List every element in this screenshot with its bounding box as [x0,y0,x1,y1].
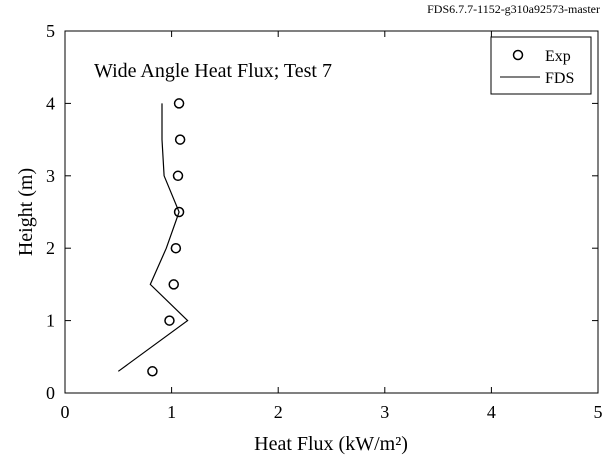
x-tick-label: 2 [274,402,283,422]
exp-data-point [175,99,184,108]
x-tick-label: 4 [487,402,496,422]
legend: Exp FDS [491,37,591,94]
legend-box [491,37,591,94]
series-layer [118,99,187,376]
x-tick-label: 0 [61,402,70,422]
y-tick-label: 4 [46,93,55,113]
exp-data-point [169,280,178,289]
exp-data-point [165,316,174,325]
y-tick-label: 1 [46,311,55,331]
y-axis-label: Height (m) [15,168,37,256]
version-label: FDS6.7.7-1152-g310a92573-master [427,2,600,16]
x-tick-label: 5 [594,402,603,422]
x-axis-label: Heat Flux (kW/m²) [254,433,408,455]
exp-data-point [176,135,185,144]
x-tick-label: 3 [380,402,389,422]
y-tick-label: 5 [46,21,55,41]
exp-data-point [173,171,182,180]
exp-data-point [171,244,180,253]
chart-title: Wide Angle Heat Flux; Test 7 [94,60,332,82]
y-tick-label: 0 [46,383,55,403]
y-tick-label: 3 [46,166,55,186]
legend-fds-label: FDS [545,70,574,87]
x-tick-label: 1 [167,402,176,422]
exp-data-point [148,367,157,376]
y-tick-label: 2 [46,238,55,258]
legend-exp-label: Exp [545,48,571,65]
